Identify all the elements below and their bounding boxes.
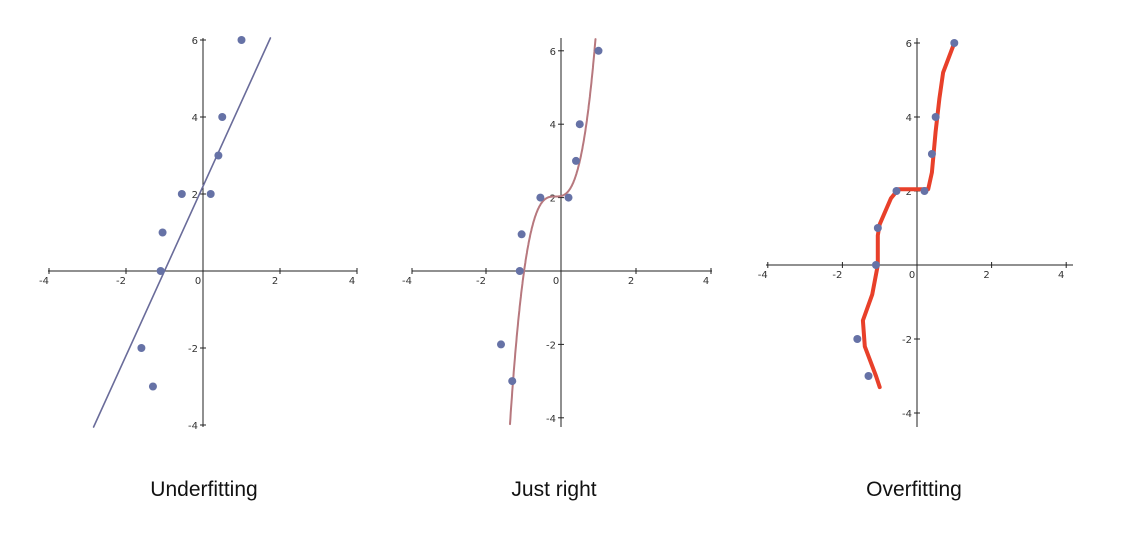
chart3-data-point [931,113,940,121]
chart2-y-tick-label: -2 [546,340,556,351]
chart1-x-tick-label: 4 [349,276,355,287]
chart3-y-tick-label: -2 [902,335,912,346]
chart2-x-tick-label: -4 [402,276,412,287]
chart2-data-point [536,193,545,202]
chart1-y-tick-label: 6 [192,36,198,47]
chart2-fit-curve [509,38,597,426]
chart3-data-point [871,261,880,269]
chart2-data-point [564,193,573,202]
chart2-x-tick-label: 2 [628,276,634,287]
chart3-y-tick-label: 6 [906,39,912,50]
chart1-data-point [137,344,146,352]
chart2-data-point [517,230,526,239]
chart3-x-tick-label: 4 [1058,270,1064,281]
chart2-data-point [594,46,603,55]
chart3-data-point [950,39,959,47]
chart3-x-tick-label: 2 [983,270,989,281]
chart1-data-point [148,382,157,391]
chart3-x-tick-label: -2 [832,270,842,281]
chart3-data-point [873,224,882,232]
caption-overfitting: Overfitting [866,478,962,501]
chart1-data-point [156,267,165,275]
chart2-x-tick-label: -2 [476,276,486,287]
chart1-data-point [237,36,246,44]
chart2-y-tick-label: 6 [550,47,556,58]
chart3-data-point [892,187,901,195]
chart1-x-tick-label: 0 [195,276,201,287]
chart3-x-tick-label: -4 [758,270,768,281]
chart1-x-tick-label: 2 [272,276,278,287]
chart3-y-tick-label: 2 [906,187,912,198]
chart3-data-point [864,372,873,380]
chart3-x-tick-label: 0 [909,270,915,281]
chart2-data-point [508,377,517,386]
chart1-y-tick-label: 4 [192,113,198,124]
chart3-data-point [927,150,936,158]
chart1-y-tick-label: -2 [188,344,198,355]
chart1-y-tick-label: 2 [192,190,198,201]
chart2-data-point [515,267,524,275]
chart2-data-point [575,120,584,129]
chart2-data-point [497,340,505,349]
chart2-x-tick-label: 4 [703,276,709,287]
caption-underfitting: Underfitting [150,478,258,501]
chart2-data-point [572,156,580,165]
chart3-data-point [920,187,929,195]
chart1-data-point [158,228,167,237]
chart1-data-point [177,190,186,198]
chart1-x-tick-label: -2 [116,276,126,287]
chart1-x-tick-label: -4 [39,276,49,287]
chart3-y-tick-label: -4 [902,409,912,420]
chart1-data-point [206,190,215,198]
chart1-data-point [214,151,223,160]
chart1-y-tick-label: -4 [188,421,198,432]
chart1-fit-curve [92,37,272,428]
chart2-y-tick-label: -4 [546,414,556,425]
chart1-data-point [218,113,227,121]
chart2-y-tick-label: 2 [550,194,556,205]
chart3-data-point [853,335,862,343]
caption-just-right: Just right [511,478,597,501]
chart2-x-tick-label: 0 [553,276,559,287]
chart2-y-tick-label: 4 [550,120,556,131]
chart3-y-tick-label: 4 [906,113,912,124]
